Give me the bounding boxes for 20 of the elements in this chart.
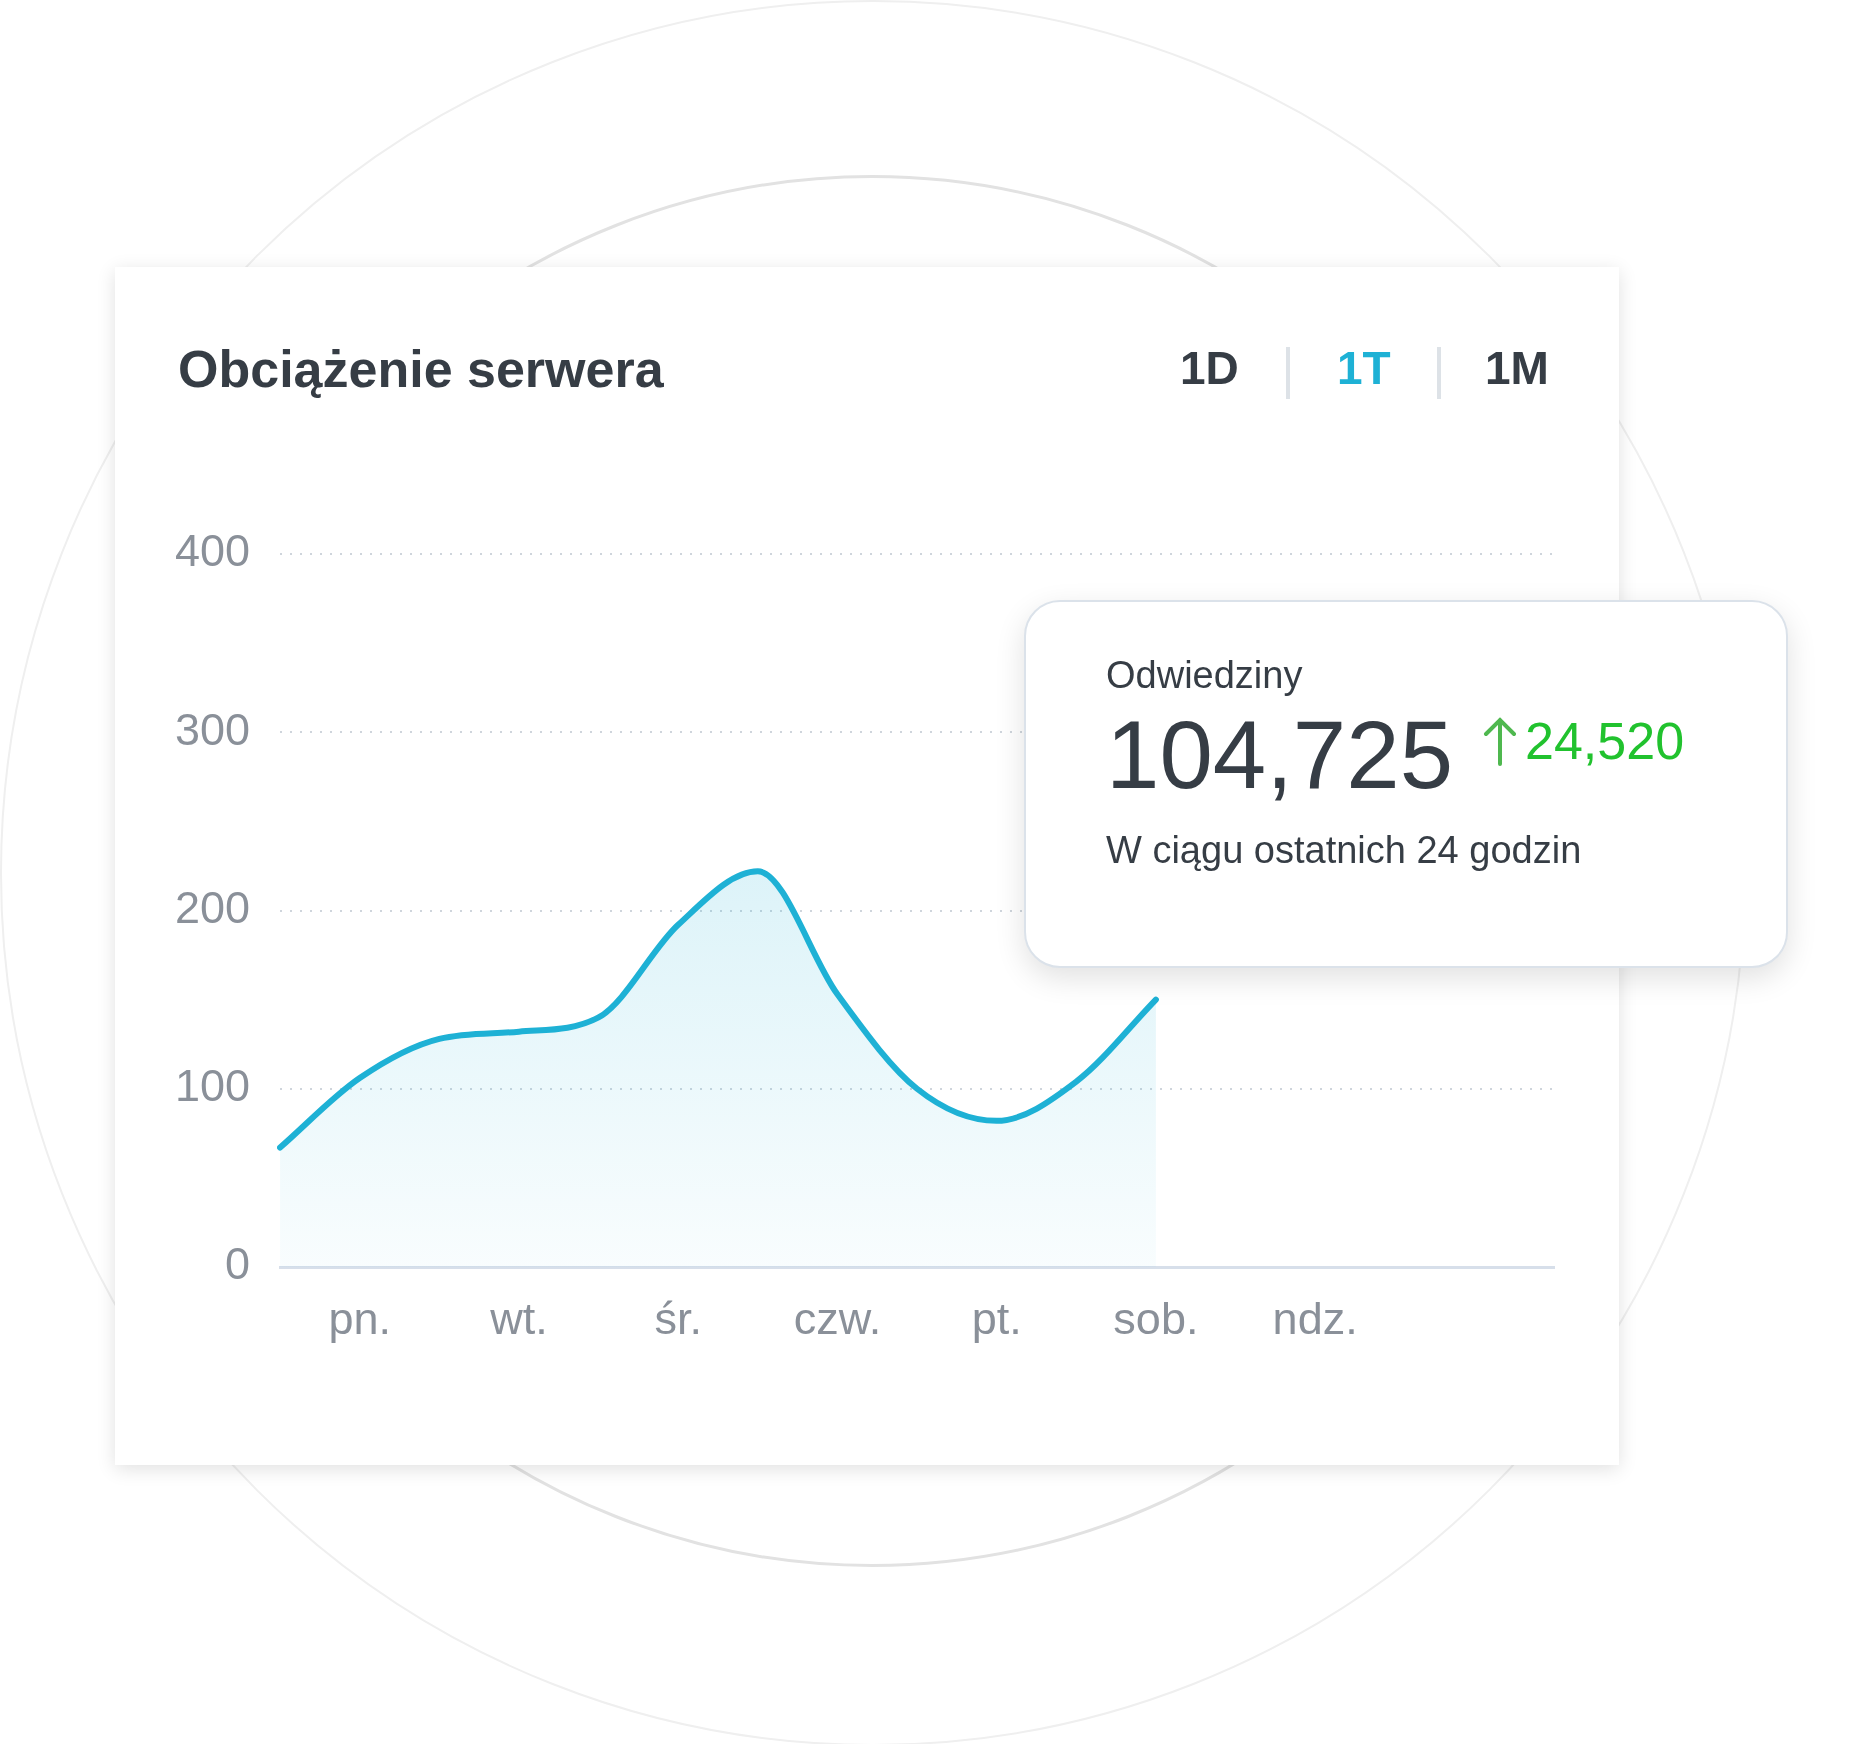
y-tick-label: 100 <box>174 1060 251 1112</box>
y-tick-label: 0 <box>225 1238 251 1290</box>
y-tick-label: 300 <box>174 703 251 755</box>
annotation: 24,520 <box>1525 711 1685 771</box>
x-tick-label: śr. <box>654 1293 702 1345</box>
y-tick-label: 200 <box>174 881 251 933</box>
x-tick-label: czw. <box>793 1293 882 1345</box>
annotation: Odwiedziny <box>1106 654 1304 697</box>
text: 1M <box>1485 341 1549 395</box>
chart-title: Obciążenie serwera <box>178 339 664 399</box>
y-tick-label: 400 <box>174 525 251 577</box>
annotation: W ciągu ostatnich 24 godzin <box>1106 829 1583 872</box>
x-tick-label: wt. <box>489 1293 548 1345</box>
x-tick-label: pn. <box>328 1293 391 1345</box>
text: 1D <box>1180 341 1239 395</box>
x-tick-label: sob. <box>1113 1293 1199 1345</box>
annotation: 104,725 <box>1106 701 1454 808</box>
x-tick-label: pt. <box>971 1293 1022 1345</box>
text: 1T <box>1337 341 1391 395</box>
x-tick-label: ndz. <box>1272 1293 1358 1345</box>
